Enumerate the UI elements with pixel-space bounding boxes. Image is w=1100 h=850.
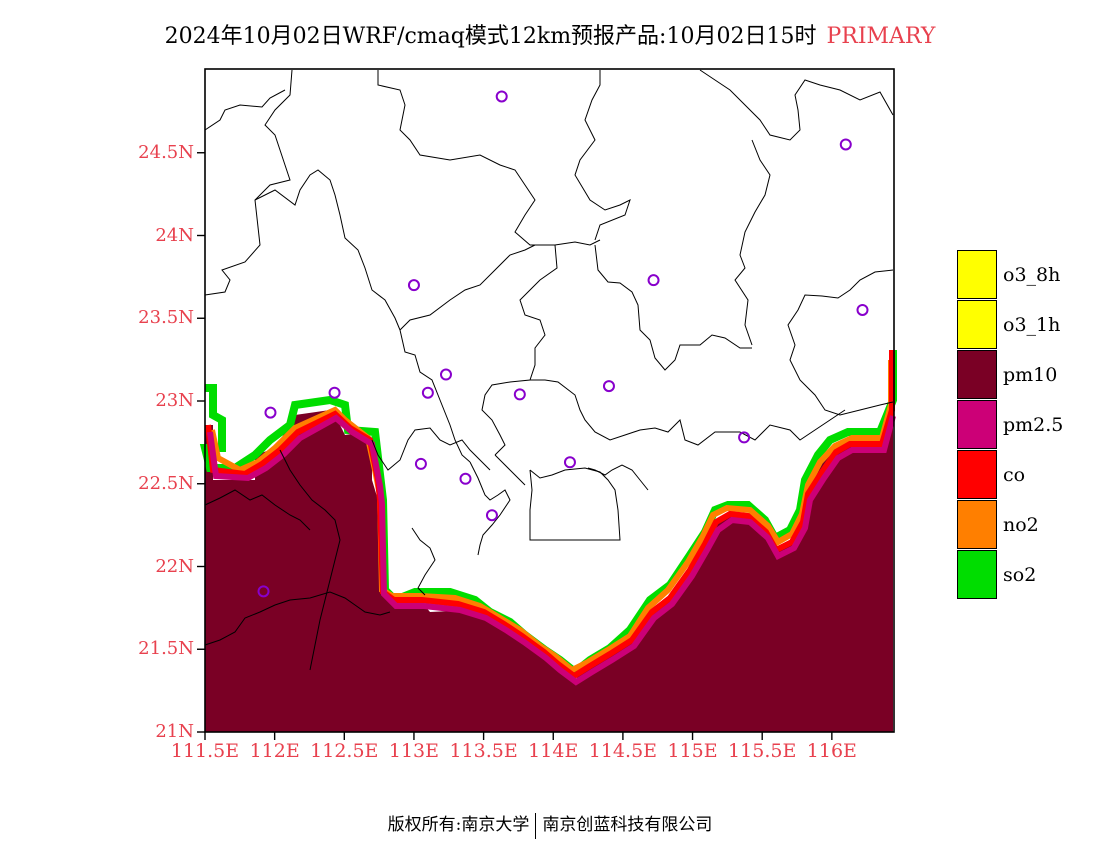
station-marker xyxy=(439,368,452,381)
station-marker xyxy=(257,585,270,598)
legend-label: o3_1h xyxy=(1003,314,1061,336)
x-tick-label: 114.5E xyxy=(588,740,658,762)
legend: o3_8h o3_1h pm10 pm2.5 co no2 so2 xyxy=(957,250,1097,600)
legend-swatch xyxy=(957,450,997,499)
x-tick-label: 114E xyxy=(528,740,579,762)
legend-item: o3_8h xyxy=(957,250,1097,300)
station-marker xyxy=(647,274,660,287)
station-marker xyxy=(856,303,869,316)
station-marker xyxy=(602,380,615,393)
station-marker xyxy=(495,90,508,103)
footer-separator xyxy=(535,812,537,839)
legend-label: so2 xyxy=(1003,564,1037,586)
pm10-region xyxy=(205,410,893,732)
footer: 版权所有:南京大学 南京创蓝科技有限公司 xyxy=(0,810,1100,839)
legend-label: no2 xyxy=(1003,514,1039,536)
y-tick-label: 24N xyxy=(155,224,194,246)
title-tag: PRIMARY xyxy=(826,24,936,49)
station-marker xyxy=(563,456,576,469)
legend-item: so2 xyxy=(957,550,1097,600)
station-marker xyxy=(459,472,472,485)
legend-label: o3_8h xyxy=(1003,264,1061,286)
station-marker xyxy=(264,406,277,419)
y-tick-label: 23N xyxy=(155,390,194,411)
admin-boundaries xyxy=(204,69,894,671)
station-marker xyxy=(407,279,420,292)
chart-title: 2024年10月02日WRF/cmaq模式12km预报产品:10月02日15时 P… xyxy=(0,18,1100,50)
footer-left: 版权所有:南京大学 xyxy=(387,815,530,835)
station-marker xyxy=(738,431,751,444)
legend-swatch xyxy=(957,500,997,549)
legend-label: pm2.5 xyxy=(1003,414,1064,436)
x-tick-label: 115.5E xyxy=(728,740,797,762)
legend-label: pm10 xyxy=(1003,364,1058,386)
legend-item: co xyxy=(957,450,1097,500)
legend-swatch xyxy=(957,300,997,349)
legend-item: no2 xyxy=(957,500,1097,550)
legend-swatch xyxy=(957,350,997,399)
x-tick-label: 116E xyxy=(806,740,857,762)
footer-right: 南京创蓝科技有限公司 xyxy=(542,815,713,835)
x-tick-label: 113E xyxy=(388,740,440,762)
pollution-field xyxy=(199,350,897,732)
station-marker xyxy=(839,138,852,151)
station-marker xyxy=(414,457,427,470)
station-marker xyxy=(513,388,526,401)
axis-ticks xyxy=(197,152,833,740)
title-text: 2024年10月02日WRF/cmaq模式12km预报产品:10月02日15时 xyxy=(164,24,817,49)
y-tick-label: 24.5N xyxy=(138,141,194,163)
x-tick-label: 113.5E xyxy=(449,740,518,762)
x-tick-label: 112.5E xyxy=(310,740,379,762)
x-tick-label: 111.5E xyxy=(170,740,240,762)
legend-swatch xyxy=(957,550,997,599)
legend-swatch xyxy=(957,400,997,449)
legend-swatch xyxy=(957,250,997,299)
y-tick-label: 21N xyxy=(155,721,194,742)
y-tick-label: 23.5N xyxy=(138,307,194,329)
station-marker xyxy=(421,386,434,399)
legend-item: pm2.5 xyxy=(957,400,1097,450)
legend-label: co xyxy=(1003,464,1026,486)
station-markers xyxy=(257,90,869,598)
legend-item: pm10 xyxy=(957,350,1097,400)
pm25-band xyxy=(207,414,896,686)
station-marker xyxy=(485,509,498,522)
station-marker xyxy=(328,386,341,399)
x-tick-label: 112E xyxy=(249,740,300,762)
legend-item: o3_1h xyxy=(957,300,1097,350)
y-tick-label: 22N xyxy=(155,555,194,577)
x-tick-label: 115E xyxy=(667,740,718,762)
y-tick-label: 21.5N xyxy=(138,638,194,660)
y-tick-label: 22.5N xyxy=(138,472,194,494)
